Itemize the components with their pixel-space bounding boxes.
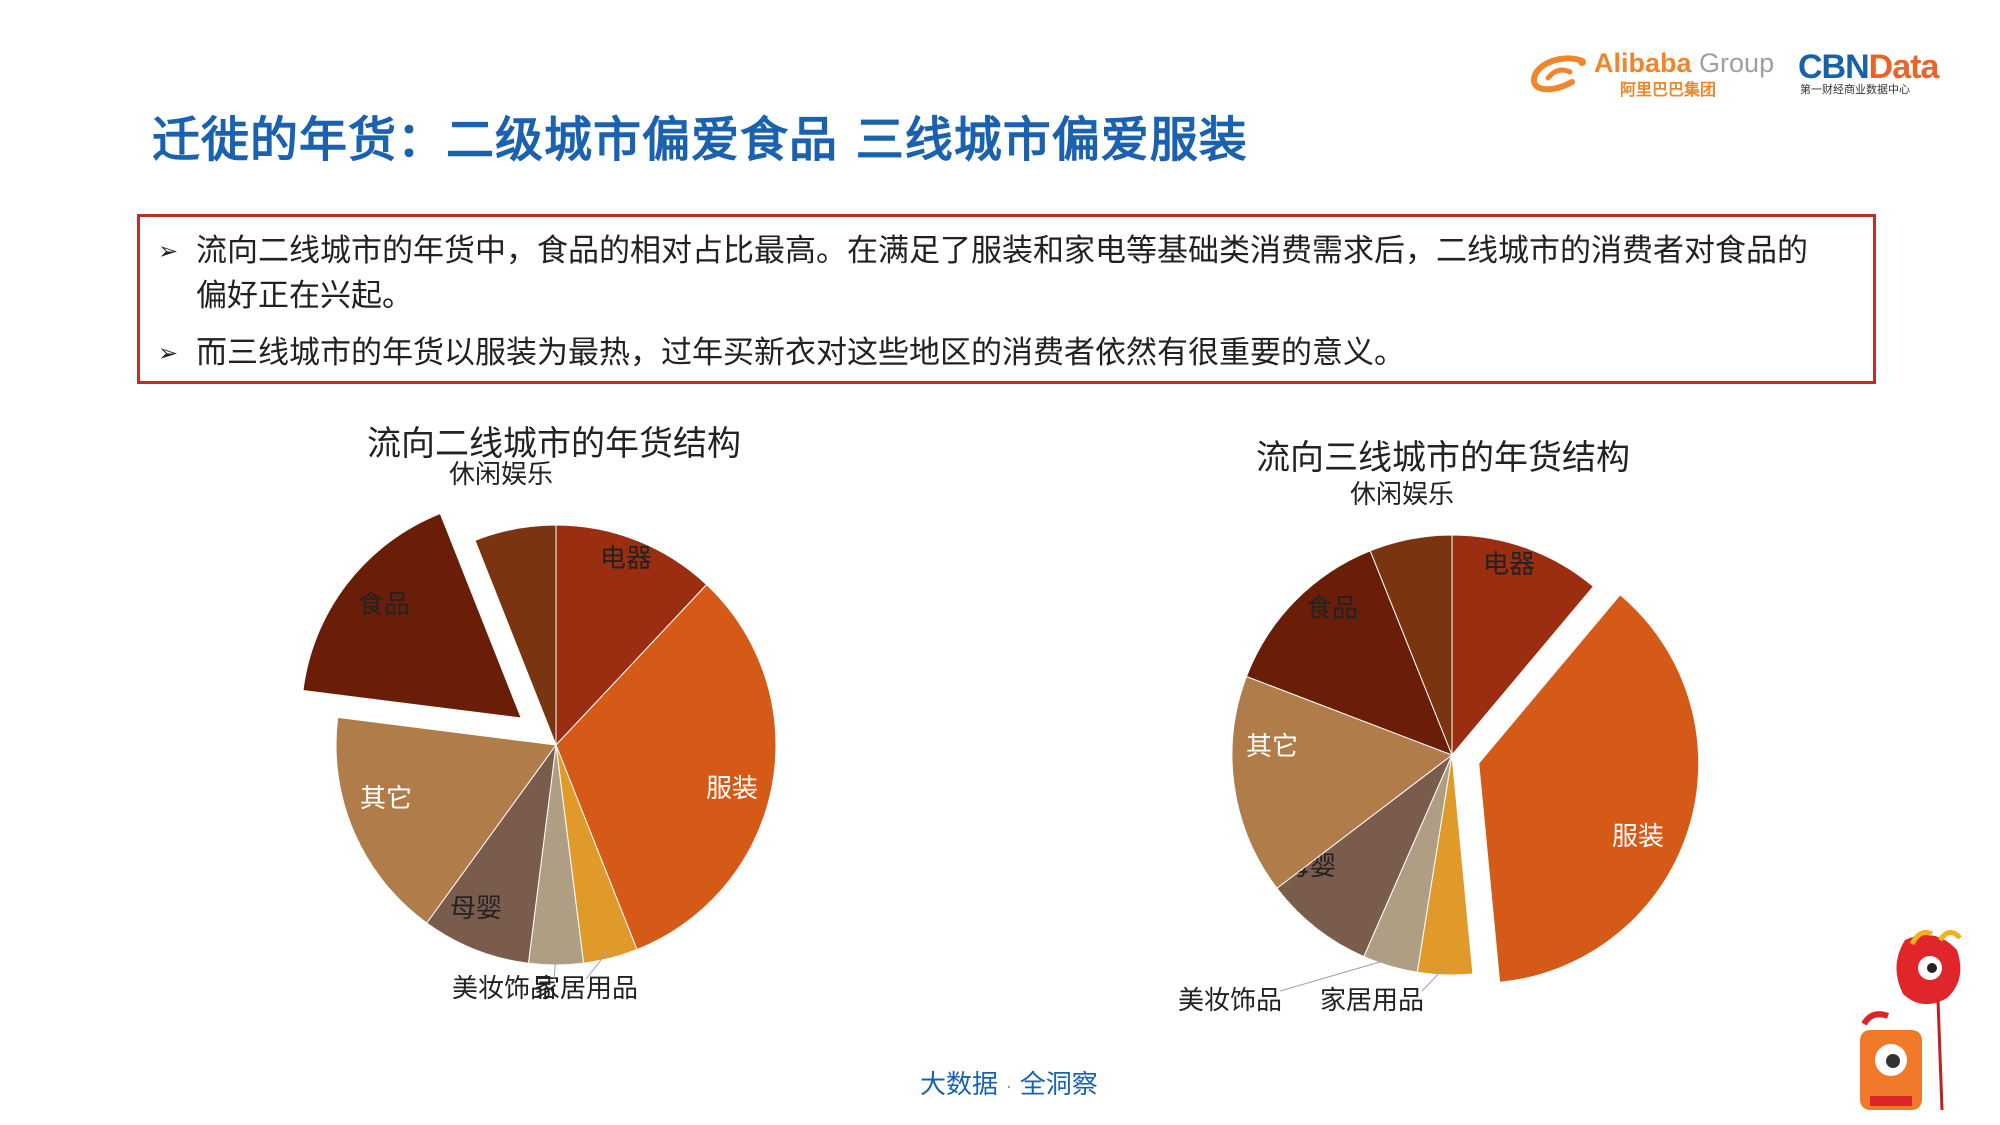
footer-left: 大数据: [920, 1070, 999, 1100]
pie2-label-7: 休闲娱乐: [1350, 480, 1454, 510]
pie2-label-2: 家居用品: [1320, 986, 1424, 1016]
summary-bullet-text: 流向二线城市的年货中，食品的相对占比最高。在满足了服装和家电等基础类消费需求后，…: [196, 233, 1808, 314]
pie2-slice-0: [1451, 534, 1595, 757]
pie2-leader-2: [1421, 966, 1446, 992]
pie1-slice-4: [425, 744, 557, 964]
cbndata-logo-data: Data: [1868, 48, 1940, 86]
footer-right: 全洞察: [1019, 1070, 1098, 1100]
pie1-label-4: 母婴: [450, 894, 502, 924]
pie1-leader-2: [585, 950, 610, 980]
pie2-slice-7: [1369, 534, 1453, 756]
pie1-label-2: 家居用品: [534, 974, 638, 1004]
pie2-slice-6: [1245, 550, 1453, 756]
alibaba-logo-group: Group: [1699, 48, 1775, 78]
cbndata-logo: CBNData 第一财经商业数据中心: [1798, 48, 1948, 98]
pie2-label-3: 美妆饰品: [1178, 986, 1282, 1016]
pie1-label-0: 电器: [600, 544, 652, 574]
lion-dance-mascot-icon: [1860, 929, 1962, 1111]
pie1-label-3: 美妆饰品: [452, 974, 556, 1004]
pie1-slice-0: [555, 524, 708, 747]
bullet-arrow-icon: ➢: [158, 339, 179, 367]
pie2-label-0: 电器: [1483, 550, 1535, 580]
alibaba-logo-name: Alibaba: [1594, 48, 1692, 78]
alibaba-logo-text: Alibaba Group: [1594, 48, 1774, 79]
pie2-label-6: 食品: [1306, 594, 1358, 624]
footer-slogan: 大数据 · 全洞察: [920, 1064, 1098, 1101]
chart-title-tier3: 流向三线城市的年货结构: [1256, 438, 1630, 478]
pie2-label-5: 其它: [1246, 732, 1298, 762]
alibaba-swirl-icon: [1530, 55, 1586, 93]
cbndata-logo-cbn: CBN: [1798, 48, 1870, 86]
cbndata-logo-subtitle: 第一财经商业数据中心: [1800, 83, 1910, 96]
pie1-slice-1: [555, 583, 777, 951]
pie1-leader-3: [553, 956, 557, 980]
pie1-slice-5: [335, 716, 557, 924]
cbndata-logo-text: CBNData: [1798, 48, 1940, 87]
summary-bullet-2: ➢ 而三线城市的年货以服装为最热，过年买新衣对这些地区的消费者依然有很重要的意义…: [158, 331, 1838, 376]
bullet-arrow-icon: ➢: [158, 237, 179, 265]
footer-dot: ·: [1006, 1077, 1012, 1098]
pie2-leader-3: [1279, 957, 1393, 992]
page-title: 迁徙的年货：二级城市偏爱食品 三线城市偏爱服装: [152, 112, 1248, 168]
pie2-slice-5: [1231, 675, 1454, 889]
summary-bullet-text: 而三线城市的年货以服装为最热，过年买新衣对这些地区的消费者依然有很重要的意义。: [196, 335, 1405, 371]
alibaba-logo-subtitle: 阿里巴巴集团: [1620, 80, 1717, 99]
pie1-slice-6: [302, 512, 523, 719]
summary-box: ➢ 流向二线城市的年货中，食品的相对占比最高。在满足了服装和家电等基础类消费需求…: [137, 214, 1876, 384]
pie1-slice-7: [474, 524, 557, 746]
pie2-slice-1: [1478, 594, 1700, 983]
pie2-slice-4: [1276, 753, 1454, 958]
pie1-label-6: 食品: [358, 590, 410, 620]
pie1-label-7: 休闲娱乐: [449, 460, 553, 490]
chart-title-tier2: 流向二线城市的年货结构: [367, 424, 741, 464]
pie2-label-1: 服装: [1612, 822, 1664, 852]
pie1-label-5: 其它: [360, 784, 412, 814]
pie1-label-1: 服装: [706, 774, 758, 804]
alibaba-group-logo: Alibaba Group 阿里巴巴集团: [1528, 48, 1790, 99]
summary-bullet-1: ➢ 流向二线城市的年货中，食品的相对占比最高。在满足了服装和家电等基础类消费需求…: [158, 229, 1838, 319]
